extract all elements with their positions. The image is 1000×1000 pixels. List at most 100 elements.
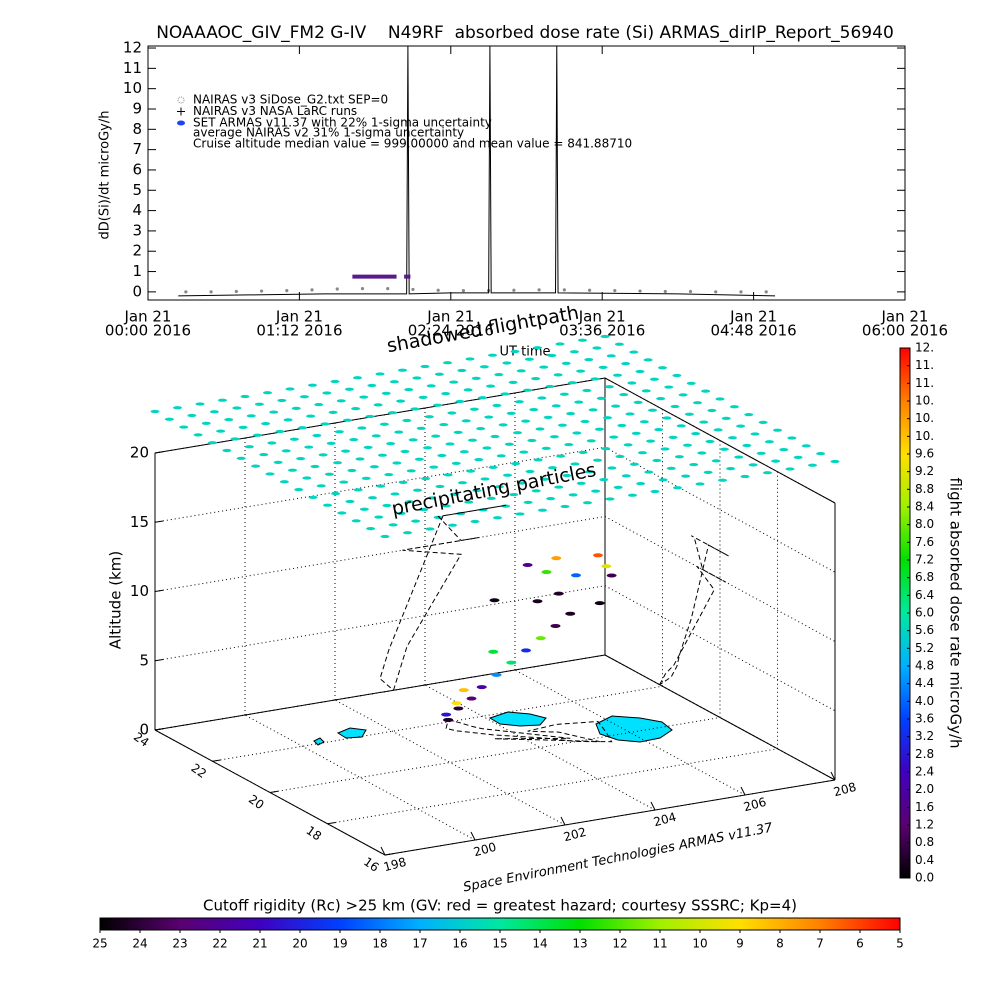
particle (545, 384, 555, 389)
y-axis-label: dD(Si)/dt microGy/h (98, 111, 113, 240)
colorbar-tick-label: 2.4 (915, 765, 934, 779)
particle (779, 447, 789, 452)
particle (638, 451, 647, 455)
particle (664, 385, 674, 389)
particle (277, 398, 287, 403)
particle (361, 476, 371, 480)
particle (546, 497, 556, 501)
particle (756, 451, 766, 455)
particle (308, 383, 317, 387)
particle (793, 455, 803, 459)
particle (513, 431, 522, 435)
particle (323, 503, 332, 507)
flight-point (521, 648, 531, 653)
particle (403, 531, 412, 535)
particle (697, 451, 707, 455)
flight-point (476, 685, 487, 690)
particle (673, 486, 682, 490)
particle (787, 436, 797, 440)
particle (478, 396, 487, 400)
legend-label: NAIRAS v3 NASA LaRC runs (193, 104, 357, 118)
colorbar-tick-label: 3.2 (915, 729, 934, 743)
particle (801, 444, 811, 448)
particle (490, 434, 500, 439)
x-tick-label: Jan 21 (275, 308, 323, 326)
colorbar-tick-label: 5.2 (915, 641, 934, 655)
colorbar-tick-label: 4.0 (915, 694, 934, 708)
colorbar-tick-label: 8 (776, 937, 784, 951)
particle (551, 404, 561, 408)
flight-point (522, 562, 533, 567)
colorbar-tick-label: 19 (332, 937, 347, 951)
colorbar-tick-label: 10. (915, 394, 934, 408)
particle (678, 393, 688, 397)
particle (388, 411, 397, 415)
wall-shadow (659, 535, 729, 686)
flight-point (506, 660, 517, 665)
particle (588, 408, 598, 412)
particle (582, 388, 592, 393)
particle (684, 412, 694, 416)
particle (451, 461, 461, 465)
particle (564, 442, 574, 447)
particle (639, 420, 649, 424)
particle (259, 452, 269, 457)
particle (568, 493, 578, 497)
y-tick (384, 853, 394, 856)
particle (376, 484, 386, 488)
particle (345, 499, 355, 504)
colorbar-tick-label: 0.4 (915, 853, 934, 867)
particle (302, 476, 312, 480)
particle (560, 504, 570, 509)
colorbar-tick-label: 14 (532, 937, 547, 951)
particle (605, 497, 615, 501)
particle (299, 395, 309, 399)
particle (504, 442, 514, 446)
particle (244, 445, 254, 449)
particle (578, 450, 588, 454)
particle (627, 381, 637, 385)
particle (449, 380, 459, 384)
x-tick-label: 198 (382, 855, 408, 874)
particle (572, 431, 582, 435)
particle (463, 388, 473, 392)
series-line (178, 45, 776, 297)
particle (251, 464, 261, 468)
particle (486, 384, 496, 388)
flight-point (466, 696, 477, 701)
particle (236, 456, 246, 460)
particle (547, 353, 557, 358)
flight-point (606, 573, 617, 578)
particle (273, 460, 283, 464)
particle (615, 454, 625, 459)
particle (628, 493, 637, 497)
flight-point (594, 601, 605, 606)
particle (676, 424, 686, 428)
colorbar-tick-label: 11. (915, 376, 934, 390)
colorbar-tick-label: 3.6 (915, 712, 934, 726)
particle (742, 443, 752, 448)
particle (423, 446, 432, 450)
particle (351, 407, 361, 411)
particle (464, 500, 474, 504)
y-tick-label: 2 (132, 242, 142, 260)
particle (748, 463, 758, 467)
y-tick-label: 10 (123, 79, 142, 97)
particle (686, 381, 696, 385)
particle (643, 358, 653, 362)
particle (523, 388, 532, 392)
flight-point (571, 573, 581, 578)
particle (689, 462, 699, 467)
particle (584, 357, 594, 362)
particle (288, 468, 297, 472)
z-tick-label: 5 (139, 651, 149, 669)
island (488, 711, 547, 727)
particle (379, 422, 389, 426)
islands (313, 711, 673, 746)
particle (510, 349, 520, 354)
particle (445, 442, 455, 446)
particle (265, 472, 275, 476)
particle (763, 471, 772, 475)
particle (355, 457, 365, 461)
particle (556, 454, 566, 458)
